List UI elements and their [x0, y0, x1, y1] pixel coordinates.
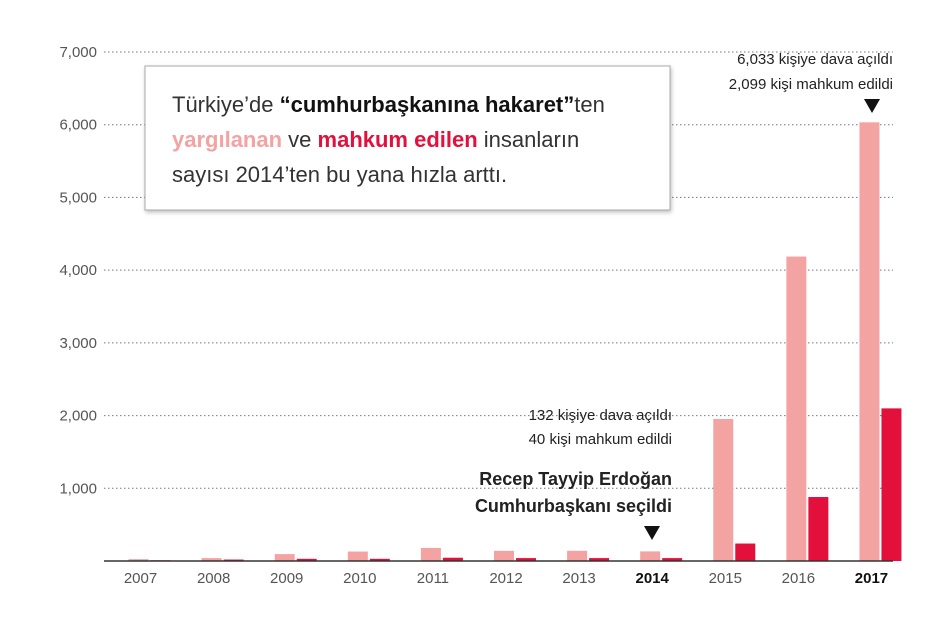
bar: [201, 558, 222, 561]
x-tick-label: 2012: [489, 570, 522, 587]
bar: [881, 408, 902, 561]
legend-entry: yargılanan: [172, 127, 282, 152]
bar: [296, 558, 317, 561]
bar: [713, 418, 734, 561]
x-tick-label: 2013: [562, 570, 595, 587]
x-tick-label: 2008: [197, 570, 230, 587]
x-tick-label: 2017: [855, 570, 888, 587]
bar: [735, 543, 756, 561]
title-text: insanların: [478, 127, 580, 152]
x-tick-label: 2014: [635, 570, 669, 587]
bar: [442, 557, 463, 561]
annotation: 40 kişi mahkum edildi: [529, 431, 672, 448]
legend-entry: mahkum edilen: [318, 127, 478, 152]
title-text: Türkiye’de: [172, 92, 280, 117]
title-line: yargılanan ve mahkum edilen insanların: [172, 127, 579, 152]
title-text: “cumhurbaşkanına hakaret”: [280, 92, 575, 117]
x-tick-label: 2007: [124, 570, 157, 587]
annotation: Cumhurbaşkanı seçildi: [475, 496, 672, 516]
bar: [347, 551, 368, 561]
annotation: 6,033 kişiye dava açıldı: [737, 51, 893, 68]
marker-arrow: [644, 526, 660, 540]
x-tick-label: 2009: [270, 570, 303, 587]
y-tick-label: 5,000: [59, 189, 97, 206]
title-line: Türkiye’de “cumhurbaşkanına hakaret”ten: [172, 92, 605, 117]
bar: [786, 256, 807, 561]
y-tick-label: 1,000: [59, 480, 97, 497]
y-tick-label: 2,000: [59, 408, 97, 425]
bar: [369, 558, 390, 561]
bar: [640, 551, 661, 561]
bar: [589, 558, 610, 561]
title-box: [144, 65, 671, 211]
bar: [808, 497, 829, 561]
title-text: ten: [574, 92, 605, 117]
title-text: ve: [282, 127, 317, 152]
bar: [662, 558, 683, 561]
x-tick-label: 2016: [782, 570, 815, 587]
annotation: Recep Tayyip Erdoğan: [479, 469, 672, 489]
annotation: 2,099 kişi mahkum edildi: [729, 76, 893, 93]
bar: [128, 559, 149, 561]
bar: [420, 547, 441, 561]
bar: [274, 554, 295, 561]
bar: [859, 122, 880, 562]
marker-arrow: [864, 99, 880, 113]
y-tick-label: 7,000: [59, 44, 97, 61]
y-tick-label: 6,000: [59, 117, 97, 134]
x-tick-label: 2010: [343, 570, 376, 587]
x-tick-label: 2015: [709, 570, 742, 587]
y-tick-label: 3,000: [59, 335, 97, 352]
bar: [567, 550, 588, 561]
y-tick-label: 4,000: [59, 262, 97, 279]
annotation: 132 kişiye dava açıldı: [529, 407, 672, 424]
plot: 1,000 2,000 3,000 4,000 5,000 6,000 7,000 2007 2…: [59, 44, 902, 587]
bar: [494, 550, 514, 561]
title-text: sayısı 2014’ten bu yana hızla arttı.: [172, 162, 507, 187]
x-tick-label: 2011: [417, 570, 449, 587]
title-line: sayısı 2014’ten bu yana hızla arttı.: [172, 162, 507, 187]
bar: [516, 558, 536, 561]
